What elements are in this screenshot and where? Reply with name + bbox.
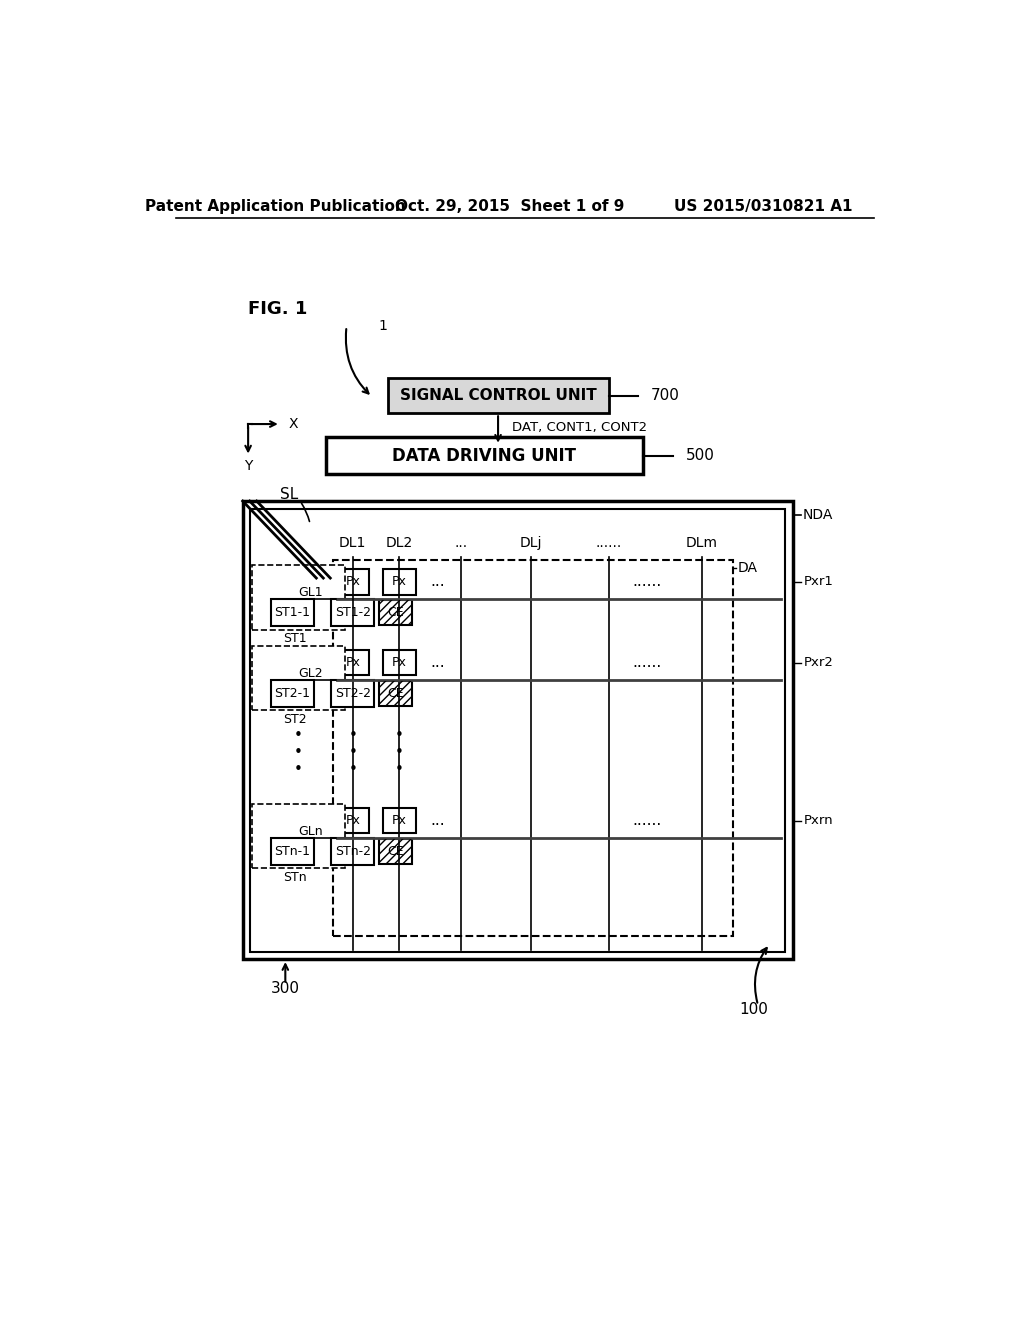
Text: ...: ... [431,813,445,828]
Bar [383,808,416,833]
Text: ...: ... [431,655,445,671]
Bar [379,601,412,626]
Text: SL: SL [281,487,298,502]
Text: Px: Px [392,576,407,589]
Text: DA: DA [737,561,757,576]
Bar [379,681,412,706]
Text: Y: Y [244,458,252,473]
Bar [271,838,313,865]
Text: STn-2: STn-2 [335,845,371,858]
Bar [337,569,369,594]
Bar [243,502,793,960]
Text: •: • [348,762,357,777]
Text: FIG. 1: FIG. 1 [248,300,307,318]
Text: ...: ... [431,574,445,590]
Text: Px: Px [392,656,407,669]
Bar [379,681,412,706]
Bar [379,601,412,626]
Text: Px: Px [392,814,407,828]
Bar [252,645,345,710]
Text: NDA: NDA [803,508,834,521]
Text: 1: 1 [378,319,387,333]
Text: STn: STn [283,871,306,884]
Text: GL2: GL2 [299,667,324,680]
Text: 300: 300 [270,981,300,997]
Text: •: • [348,746,357,760]
Text: DAT, CONT1, CONT2: DAT, CONT1, CONT2 [512,421,647,434]
Text: DATA DRIVING UNIT: DATA DRIVING UNIT [392,446,577,465]
Text: ......: ...... [633,655,662,671]
Text: Px: Px [345,814,360,828]
Bar [334,561,732,936]
Bar [388,378,608,413]
Text: 700: 700 [651,388,680,403]
Text: •: • [395,746,403,760]
Text: ......: ...... [633,813,662,828]
Bar [383,649,416,676]
Text: •: • [294,762,303,777]
Text: 500: 500 [686,447,715,463]
Text: ST2-1: ST2-1 [274,686,310,700]
Text: ST1-1: ST1-1 [274,606,310,619]
Text: CE: CE [387,686,403,700]
Text: •: • [395,762,403,777]
Text: ST1: ST1 [283,632,306,645]
Bar [383,569,416,594]
Text: CE: CE [387,606,403,619]
Text: •: • [294,729,303,743]
Text: Pxr1: Pxr1 [804,576,834,589]
Bar [337,649,369,676]
Text: •: • [348,729,357,743]
Text: ST2-2: ST2-2 [335,686,371,700]
Text: ST1-2: ST1-2 [335,606,371,619]
Bar [252,804,345,869]
Text: Px: Px [345,576,360,589]
Bar [337,808,369,833]
Text: ST2: ST2 [283,713,306,726]
Text: Patent Application Publication: Patent Application Publication [144,198,406,214]
Text: Px: Px [345,656,360,669]
Text: DL2: DL2 [386,536,413,550]
Bar [332,680,374,708]
Text: 100: 100 [739,1002,769,1016]
Text: GL1: GL1 [299,586,324,599]
Text: •: • [294,746,303,760]
Text: Pxrn: Pxrn [804,814,834,828]
Bar [251,508,785,952]
Text: •: • [395,729,403,743]
Text: ...: ... [455,536,468,550]
Text: DLm: DLm [685,536,718,550]
Text: Oct. 29, 2015  Sheet 1 of 9: Oct. 29, 2015 Sheet 1 of 9 [394,198,624,214]
Text: X: X [289,417,298,432]
Bar [271,599,313,626]
Text: DLj: DLj [520,536,543,550]
Bar [332,599,374,626]
Bar [379,838,412,865]
Text: STn-1: STn-1 [274,845,310,858]
Text: GLn: GLn [299,825,324,838]
Bar [271,680,313,708]
Text: US 2015/0310821 A1: US 2015/0310821 A1 [674,198,853,214]
Text: DL1: DL1 [339,536,367,550]
Bar [332,838,374,865]
Text: Pxr2: Pxr2 [804,656,834,669]
Bar [252,565,345,630]
Bar [326,437,643,474]
Text: SIGNAL CONTROL UNIT: SIGNAL CONTROL UNIT [399,388,596,403]
Text: ......: ...... [595,536,622,550]
Bar [379,838,412,865]
Text: ......: ...... [633,574,662,590]
Text: CE: CE [387,845,403,858]
